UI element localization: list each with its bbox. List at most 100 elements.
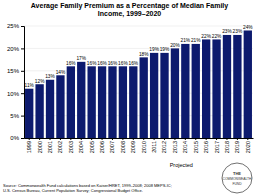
- x-tick-mark: [226, 138, 227, 140]
- x-tick: 2019: [234, 138, 240, 153]
- data-labels: 11%12%13%14%16%17%16%16%16%16%16%18%19%1…: [25, 25, 254, 88]
- bar: [171, 48, 179, 138]
- x-tick-label: 2013: [172, 141, 178, 153]
- x-tick-label: 2009: [130, 141, 136, 153]
- data-label: 18%: [139, 52, 149, 57]
- x-tick-mark: [50, 138, 51, 140]
- x-tick-mark: [133, 138, 134, 140]
- y-tick: 15%: [7, 68, 24, 74]
- y-tick-label: 15%: [7, 68, 20, 74]
- y-tick-mark: [21, 48, 24, 49]
- x-tick-label: 2019: [234, 141, 240, 153]
- x-tick-label: 2010: [141, 141, 147, 153]
- x-tick-mark: [206, 138, 207, 140]
- x-tick-label: 2018: [224, 141, 230, 153]
- x-tick-mark: [112, 138, 113, 140]
- y-tick-mark: [21, 116, 24, 117]
- y-tick: 0%: [10, 135, 24, 141]
- x-tick-mark: [143, 138, 144, 140]
- x-tick-mark: [60, 138, 61, 140]
- x-tick-mark: [185, 138, 186, 140]
- y-tick-label: 0%: [10, 135, 19, 141]
- x-tick-label: 2001: [47, 141, 53, 153]
- x-tick: 2016: [203, 138, 209, 153]
- data-label: 19%: [160, 47, 170, 52]
- y-tick: 25%: [7, 23, 24, 29]
- bars: [25, 30, 252, 138]
- grid-line: [24, 26, 253, 27]
- data-label: 11%: [25, 83, 35, 88]
- x-tick: 2014: [182, 138, 188, 153]
- x-tick: 2001: [47, 138, 53, 153]
- data-label: 24%: [243, 25, 253, 30]
- bar: [98, 66, 106, 138]
- y-tick-label: 25%: [7, 23, 20, 29]
- x-tick: 2002: [57, 138, 63, 153]
- x-tick-mark: [216, 138, 217, 140]
- y-tick-mark: [21, 26, 24, 27]
- title: Average Family Premium as a Percentage o…: [31, 2, 228, 18]
- y-tick-mark: [21, 138, 24, 139]
- x-tick-label: 2007: [109, 141, 115, 153]
- x-tick: 2006: [99, 138, 105, 153]
- bar: [87, 66, 95, 138]
- x-tick: 2018: [224, 138, 230, 153]
- bar: [233, 35, 241, 138]
- data-label: 21%: [181, 38, 191, 43]
- x-tick-label: 2003: [68, 141, 74, 153]
- logo: THECOMMONWEALTHFUND: [222, 163, 252, 193]
- x-tick-label: 2000: [37, 141, 43, 153]
- x-tick-label: 2005: [89, 141, 95, 153]
- x-tick-label: 2012: [161, 141, 167, 153]
- x-tick-mark: [174, 138, 175, 140]
- x-tick: 2008: [120, 138, 126, 153]
- bar: [56, 75, 64, 138]
- x-tick: 2011: [151, 138, 157, 153]
- x-tick: 2010: [141, 138, 147, 153]
- x-tick: 2000: [37, 138, 43, 153]
- x-tick: 2017: [213, 138, 219, 153]
- x-tick: 2003: [68, 138, 74, 153]
- x-tick-mark: [102, 138, 103, 140]
- bar: [108, 66, 116, 138]
- x-tick-label: 2015: [193, 141, 199, 153]
- data-label: 13%: [45, 74, 55, 79]
- bar: [212, 39, 220, 138]
- projected-label: Projected: [170, 162, 193, 168]
- x-tick-mark: [39, 138, 40, 140]
- x-tick-label: 2008: [120, 141, 126, 153]
- data-label: 12%: [35, 79, 45, 84]
- source: Source: Commonwealth Fund calculations b…: [3, 183, 172, 193]
- x-tick: 2005: [89, 138, 95, 153]
- data-label: 14%: [56, 70, 66, 75]
- y-tick-mark: [21, 71, 24, 72]
- x-tick: 2012: [161, 138, 167, 153]
- x-tick-mark: [122, 138, 123, 140]
- x-tick: 2004: [78, 138, 84, 153]
- data-label: 23%: [233, 29, 243, 34]
- data-label: 22%: [212, 34, 222, 39]
- bar: [160, 53, 168, 138]
- bar: [202, 39, 210, 138]
- y-tick-label: 5%: [10, 113, 19, 119]
- y-tick-label: 10%: [7, 91, 20, 97]
- bar: [140, 57, 148, 138]
- bar: [192, 44, 200, 138]
- x-tick-label: 2006: [99, 141, 105, 153]
- data-label: 16%: [108, 61, 118, 66]
- data-label: 19%: [149, 47, 159, 52]
- x-tick: 1999: [26, 138, 32, 153]
- data-label: 21%: [191, 38, 201, 43]
- bar: [25, 89, 33, 138]
- x-tick-label: 2014: [182, 141, 188, 153]
- bar: [181, 44, 189, 138]
- x-tick: 2015: [193, 138, 199, 153]
- x-tick-label: 2016: [203, 141, 209, 153]
- data-label: 16%: [66, 61, 76, 66]
- data-label: 16%: [118, 61, 128, 66]
- data-label: 16%: [128, 61, 138, 66]
- y-tick-label: 20%: [7, 46, 20, 52]
- data-label: 22%: [201, 34, 211, 39]
- x-tick-mark: [70, 138, 71, 140]
- data-label: 23%: [222, 29, 232, 34]
